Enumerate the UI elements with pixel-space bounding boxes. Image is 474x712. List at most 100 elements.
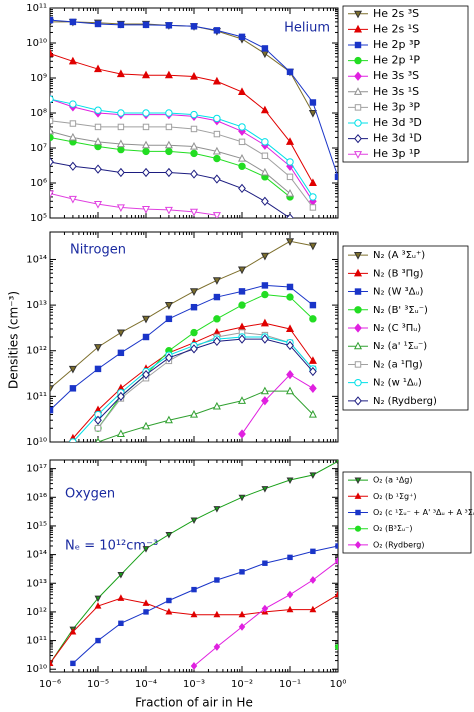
- marker: [94, 365, 102, 373]
- marker: [354, 306, 362, 314]
- marker: [142, 333, 150, 341]
- marker: [354, 41, 362, 49]
- series-line: [50, 594, 338, 664]
- marker: [238, 610, 246, 618]
- marker: [260, 386, 269, 395]
- marker: [354, 323, 362, 333]
- legend-box: [342, 5, 469, 163]
- marker: [165, 109, 173, 117]
- marker: [166, 597, 172, 604]
- marker: [353, 341, 363, 350]
- marker: [237, 396, 247, 404]
- marker: [334, 590, 338, 598]
- legend-label: N₂ (a' ¹Σᵤ⁻): [373, 341, 427, 352]
- marker: [309, 383, 317, 393]
- marker: [116, 69, 125, 78]
- marker: [190, 149, 198, 158]
- marker: [50, 659, 54, 666]
- marker: [165, 607, 173, 615]
- marker: [68, 132, 77, 141]
- panel-title: Oxygen: [65, 487, 115, 502]
- marker: [165, 22, 173, 29]
- y-tick-label: 10¹⁶: [26, 492, 47, 503]
- marker: [213, 114, 221, 123]
- marker: [190, 344, 198, 354]
- marker: [141, 315, 151, 324]
- marker: [117, 21, 125, 29]
- marker: [93, 64, 103, 73]
- marker: [238, 33, 246, 41]
- marker: [237, 153, 247, 162]
- x-tick-label: 10⁰: [330, 679, 347, 690]
- marker: [164, 415, 173, 424]
- marker: [116, 139, 125, 148]
- marker: [141, 206, 151, 214]
- marker: [213, 293, 221, 301]
- legend-label: N₂ (B ³Πg): [373, 268, 423, 279]
- marker: [214, 577, 220, 583]
- legend-label: He 3s ¹S: [373, 85, 419, 98]
- y-tick-label: 10¹⁰: [26, 38, 47, 49]
- series-line: [50, 120, 314, 208]
- marker: [190, 110, 198, 119]
- legend-label: He 3s ³S: [373, 69, 419, 82]
- marker: [50, 117, 54, 124]
- marker: [116, 429, 125, 438]
- legend-label: O₂ (b ¹Σg⁺): [373, 492, 416, 501]
- marker: [285, 324, 295, 333]
- marker: [353, 151, 363, 159]
- legend-label: O₂ (Rydberg): [373, 540, 424, 549]
- legend-label: N₂ (w ¹Δᵤ): [373, 378, 422, 389]
- marker: [117, 572, 125, 579]
- marker: [238, 301, 246, 309]
- marker: [117, 167, 125, 178]
- marker: [238, 138, 246, 146]
- marker: [238, 126, 246, 136]
- marker: [261, 334, 269, 344]
- marker: [286, 293, 294, 301]
- marker: [212, 146, 221, 155]
- marker: [353, 24, 363, 33]
- marker: [309, 99, 317, 106]
- marker: [260, 318, 269, 327]
- marker: [165, 353, 173, 363]
- y-tick-label: 10¹²: [26, 607, 47, 618]
- marker: [50, 16, 54, 24]
- marker: [335, 543, 338, 549]
- marker: [165, 123, 173, 131]
- marker: [212, 277, 221, 285]
- marker: [164, 206, 173, 215]
- marker: [189, 141, 199, 150]
- marker: [165, 531, 173, 539]
- marker: [262, 560, 268, 566]
- y-tick-label: 10⁷: [30, 143, 47, 154]
- y-tick-label: 10¹⁰: [26, 664, 47, 675]
- legend-label: N₂ (W ³Δᵤ): [373, 287, 424, 298]
- marker: [286, 213, 294, 218]
- marker: [50, 95, 54, 103]
- y-tick-label: 10¹⁴: [26, 254, 47, 265]
- marker: [213, 506, 221, 513]
- marker: [142, 167, 150, 178]
- y-tick-label: 10⁵: [30, 213, 47, 224]
- y-tick-label: 10¹⁷: [26, 464, 47, 475]
- marker: [355, 509, 361, 516]
- marker: [260, 50, 269, 59]
- marker: [143, 609, 149, 615]
- marker: [95, 637, 101, 644]
- marker: [287, 554, 293, 561]
- marker: [261, 486, 269, 493]
- marker: [239, 569, 245, 575]
- marker: [238, 123, 246, 131]
- marker: [93, 344, 103, 352]
- x-tick-label: 10⁻²: [231, 679, 253, 690]
- marker: [50, 385, 55, 393]
- marker: [164, 302, 173, 310]
- marker: [142, 546, 150, 553]
- marker: [213, 174, 221, 184]
- marker: [260, 105, 269, 114]
- y-tick-label: 10¹⁰: [26, 437, 47, 448]
- marker: [354, 378, 362, 387]
- marker: [354, 525, 362, 532]
